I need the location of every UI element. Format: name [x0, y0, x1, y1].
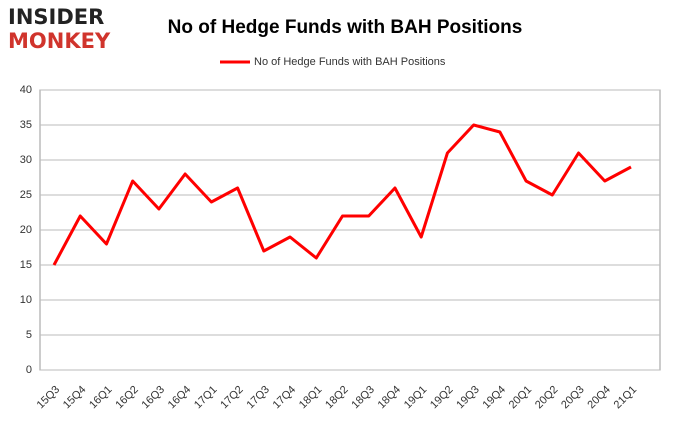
x-tick-label: 17Q4 — [271, 384, 299, 412]
x-tick-label: 16Q4 — [166, 384, 194, 412]
x-tick-label: 19Q3 — [454, 384, 482, 412]
y-tick-label: 0 — [26, 364, 32, 376]
y-tick-label: 30 — [20, 154, 32, 166]
x-tick-label: 20Q2 — [533, 384, 561, 412]
x-tick-label: 18Q3 — [349, 384, 377, 412]
y-tick-label: 40 — [20, 84, 32, 96]
x-tick-label: 20Q1 — [507, 384, 535, 412]
x-tick-label: 17Q2 — [218, 384, 246, 412]
x-tick-label: 15Q3 — [35, 384, 63, 412]
y-tick-label: 20 — [20, 224, 32, 236]
x-tick-label: 16Q2 — [113, 384, 141, 412]
x-tick-label: 19Q2 — [428, 384, 456, 412]
x-tick-label: 19Q4 — [481, 384, 509, 412]
x-tick-label: 15Q4 — [61, 384, 89, 412]
logo-text: INSIDER — [8, 5, 104, 29]
x-tick-label: 17Q3 — [244, 384, 272, 412]
y-tick-label: 5 — [26, 329, 32, 341]
logo-text: MONKEY — [8, 29, 111, 53]
y-tick-label: 10 — [20, 294, 32, 306]
x-tick-label: 20Q4 — [585, 384, 613, 412]
y-tick-label: 15 — [20, 259, 32, 271]
x-tick-label: 17Q1 — [192, 384, 220, 412]
x-tick-label: 16Q1 — [87, 384, 115, 412]
y-tick-label: 35 — [20, 119, 32, 131]
x-tick-label: 21Q1 — [612, 384, 640, 412]
x-tick-label: 19Q1 — [402, 384, 430, 412]
y-tick-label: 25 — [20, 189, 32, 201]
x-tick-label: 18Q4 — [376, 384, 404, 412]
chart-title: No of Hedge Funds with BAH Positions — [168, 17, 523, 38]
x-tick-label: 20Q3 — [559, 384, 587, 412]
x-tick-label: 18Q1 — [297, 384, 325, 412]
data-line — [52, 123, 632, 266]
legend-label: No of Hedge Funds with BAH Positions — [254, 56, 446, 68]
x-tick-label: 18Q2 — [323, 384, 351, 412]
x-tick-label: 16Q3 — [140, 384, 168, 412]
